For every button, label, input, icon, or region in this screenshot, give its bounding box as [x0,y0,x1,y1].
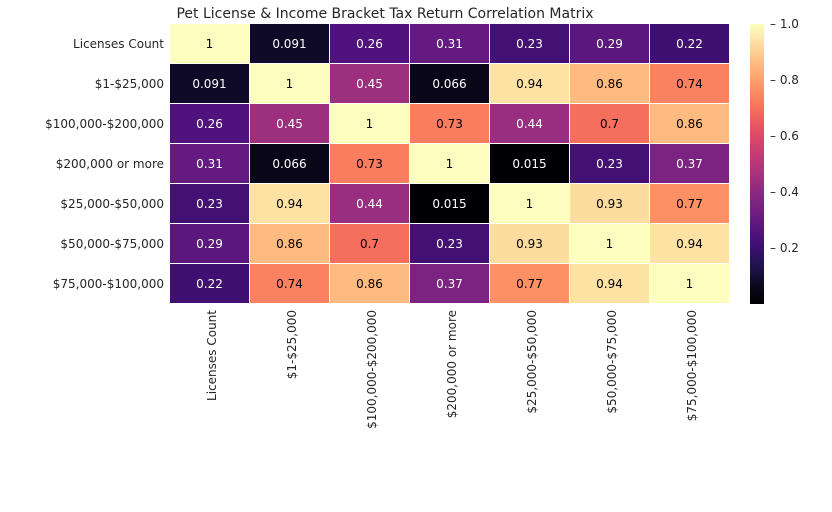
heatmap-cell: 0.29 [570,24,650,64]
colorbar [750,24,764,304]
heatmap-cell: 0.066 [410,64,490,104]
y-tick-label: $100,000-$200,000 [4,118,164,130]
y-tick-label: $25,000-$50,000 [4,198,164,210]
heatmap-cell: 0.22 [170,264,250,304]
heatmap-cell: 0.86 [570,64,650,104]
heatmap-cell: 0.86 [250,224,330,264]
heatmap-cell: 0.066 [250,144,330,184]
y-tick-label: Licenses Count [4,38,164,50]
x-tick-label: $50,000-$75,000 [605,310,619,414]
x-tick-label: $75,000-$100,000 [685,310,699,421]
heatmap-cell: 0.74 [650,64,730,104]
heatmap-cell: 0.31 [170,144,250,184]
heatmap-cell: 0.015 [490,144,570,184]
heatmap-cell: 0.93 [570,184,650,224]
heatmap-cell: 0.86 [330,264,410,304]
heatmap-cell: 0.94 [490,64,570,104]
heatmap-cell: 0.23 [570,144,650,184]
x-tick-label: $200,000 or more [445,310,459,418]
heatmap-cell: 0.45 [250,104,330,144]
heatmap-cell: 1 [250,64,330,104]
heatmap-cell: 0.015 [410,184,490,224]
heatmap-cell: 0.45 [330,64,410,104]
heatmap-cell: 0.93 [490,224,570,264]
x-tick-label: $100,000-$200,000 [365,310,379,429]
heatmap-cell: 0.94 [570,264,650,304]
heatmap-cell: 0.22 [650,24,730,64]
heatmap-cell: 1 [650,264,730,304]
heatmap-cell: 0.44 [330,184,410,224]
heatmap-cell: 0.73 [410,104,490,144]
heatmap-cell: 0.7 [570,104,650,144]
heatmap-cell: 0.86 [650,104,730,144]
heatmap-cell: 0.26 [170,104,250,144]
colorbar-tick-label: – 0.2 [770,241,799,255]
heatmap-cell: 0.77 [650,184,730,224]
heatmap-cell: 1 [170,24,250,64]
heatmap-cell: 0.29 [170,224,250,264]
colorbar-tick-label: – 0.4 [770,185,799,199]
heatmap-grid: 10.0910.260.310.230.290.220.09110.450.06… [170,24,730,304]
heatmap-cell: 1 [490,184,570,224]
heatmap-cell: 0.23 [170,184,250,224]
figure: Pet License & Income Bracket Tax Return … [0,0,832,512]
x-tick-label: Licenses Count [205,310,219,401]
x-tick-label: $1-$25,000 [285,310,299,379]
heatmap-cell: 0.44 [490,104,570,144]
heatmap-cell: 1 [330,104,410,144]
heatmap-cell: 0.77 [490,264,570,304]
heatmap-cell: 0.091 [250,24,330,64]
heatmap-cell: 0.94 [250,184,330,224]
heatmap-cell: 0.37 [410,264,490,304]
colorbar-tick-label: – 0.6 [770,129,799,143]
heatmap-cell: 0.26 [330,24,410,64]
y-tick-label: $1-$25,000 [4,78,164,90]
heatmap-cell: 0.37 [650,144,730,184]
heatmap-cell: 0.091 [170,64,250,104]
colorbar-tick-label: – 1.0 [770,17,799,31]
x-tick-label: $25,000-$50,000 [525,310,539,414]
heatmap-cell: 1 [410,144,490,184]
heatmap-cell: 0.7 [330,224,410,264]
heatmap-cell: 1 [570,224,650,264]
y-tick-label: $200,000 or more [4,158,164,170]
heatmap-cell: 0.31 [410,24,490,64]
chart-title: Pet License & Income Bracket Tax Return … [0,6,770,22]
heatmap-cell: 0.23 [410,224,490,264]
heatmap-cell: 0.94 [650,224,730,264]
y-tick-label: $75,000-$100,000 [4,278,164,290]
y-tick-label: $50,000-$75,000 [4,238,164,250]
heatmap-cell: 0.23 [490,24,570,64]
colorbar-tick-label: – 0.8 [770,73,799,87]
heatmap-cell: 0.73 [330,144,410,184]
heatmap-cell: 0.74 [250,264,330,304]
